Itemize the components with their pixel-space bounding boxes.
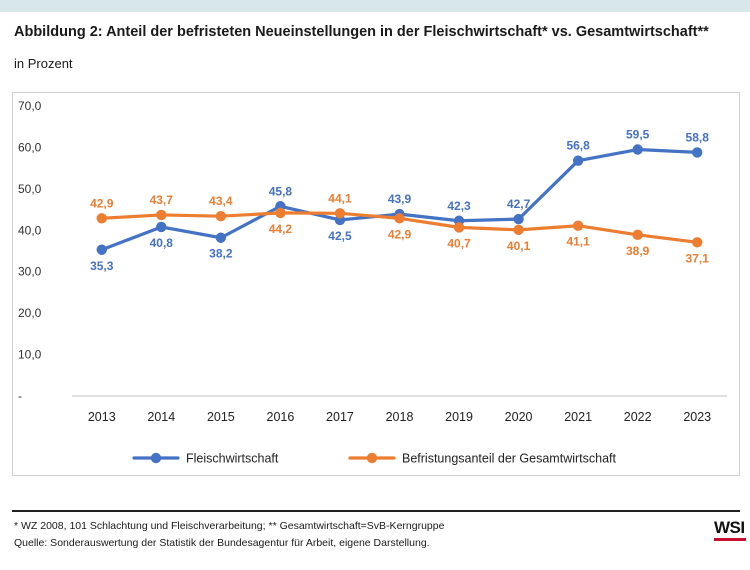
data-label: 45,8 (269, 184, 293, 198)
data-point-marker (692, 237, 703, 248)
data-label: 56,8 (566, 139, 590, 153)
data-point-marker (572, 220, 584, 231)
y-tick-label: 30,0 (18, 265, 42, 279)
data-point-marker (692, 147, 703, 158)
data-point-marker (632, 144, 643, 155)
data-label: 44,2 (269, 222, 293, 236)
chart-frame (12, 92, 740, 476)
legend-label: Fleischwirtschaft (186, 452, 279, 466)
data-label: 38,2 (209, 247, 233, 261)
y-tick-label: 20,0 (18, 306, 42, 320)
data-label: 58,8 (686, 130, 710, 144)
data-label: 42,9 (90, 196, 114, 210)
data-label: 43,9 (388, 192, 412, 206)
figure-title: Abbildung 2: Anteil der befristeten Neue… (14, 24, 709, 40)
x-tick-label: 2019 (445, 410, 473, 424)
y-tick-label: 10,0 (18, 348, 42, 362)
data-label: 37,1 (686, 251, 710, 265)
y-tick-label: 40,0 (18, 223, 42, 237)
data-label: 42,9 (388, 227, 412, 241)
top-accent-bar (0, 0, 750, 12)
y-tick-label: 70,0 (18, 99, 42, 113)
x-tick-label: 2020 (505, 410, 533, 424)
data-point-marker (513, 224, 524, 236)
data-point-marker (96, 244, 107, 255)
x-tick-label: 2013 (88, 410, 116, 424)
data-label: 42,3 (447, 199, 471, 213)
x-tick-label: 2015 (207, 410, 235, 424)
line-chart: - 10,0 20,0 30,0 40,0 50,0 60,0 70,0 2013 2014 201… (18, 99, 727, 466)
data-label: 43,4 (209, 194, 233, 208)
data-label: 40,7 (447, 236, 471, 250)
y-tick-label: 60,0 (18, 140, 42, 154)
data-point-marker (156, 209, 167, 221)
data-label: 40,1 (507, 239, 531, 253)
data-point-marker (275, 207, 286, 219)
wsi-logo: WSI (714, 518, 745, 537)
source-note: Quelle: Sonderauswertung der Statistik d… (14, 537, 430, 549)
x-tick-label: 2021 (564, 410, 592, 424)
data-point-marker (572, 155, 584, 166)
legend-label: Befristungsanteil der Gesamtwirtschaft (402, 452, 617, 466)
data-point-marker (96, 213, 107, 224)
data-point-marker (334, 208, 346, 219)
x-tick-label: 2016 (267, 410, 295, 424)
wsi-logo-underline (714, 538, 746, 541)
data-label: 35,3 (90, 259, 114, 273)
figure-subtitle: in Prozent (14, 56, 73, 71)
data-label: 40,8 (150, 236, 174, 250)
data-label: 42,7 (507, 197, 531, 211)
data-label: 38,9 (626, 244, 650, 258)
y-tick-label: 50,0 (18, 182, 42, 196)
data-label: 41,1 (566, 235, 590, 249)
footnote: * WZ 2008, 101 Schlachtung und Fleischve… (14, 520, 445, 532)
data-label: 44,1 (328, 191, 352, 205)
data-point-marker (156, 221, 167, 233)
data-point-marker (513, 213, 524, 225)
data-label: 59,5 (626, 128, 650, 142)
data-point-marker (215, 232, 227, 243)
x-tick-label: 2023 (683, 410, 711, 424)
data-point-marker (632, 229, 643, 241)
data-point-marker (453, 222, 465, 233)
data-label: 42,5 (328, 229, 352, 243)
x-tick-label: 2017 (326, 410, 354, 424)
x-tick-label: 2018 (386, 410, 414, 424)
y-tick-label: - (18, 389, 22, 403)
legend-swatch-marker (150, 452, 162, 464)
x-tick-label: 2022 (624, 410, 652, 424)
x-tick-label: 2014 (147, 410, 175, 424)
data-label: 43,7 (150, 193, 174, 207)
data-point-marker (215, 211, 227, 222)
footer-rule (12, 510, 740, 512)
data-point-marker (394, 213, 405, 224)
legend-swatch-marker (366, 452, 378, 464)
